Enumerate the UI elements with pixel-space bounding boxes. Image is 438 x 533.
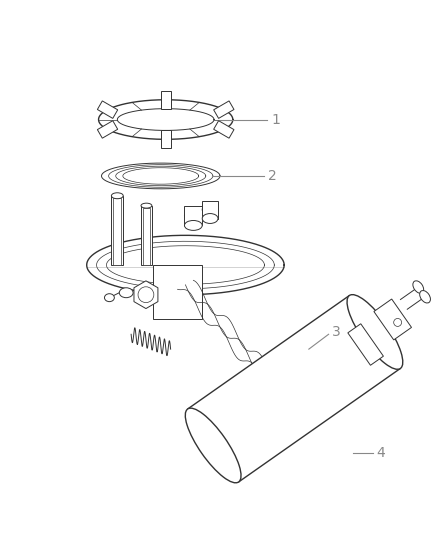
Ellipse shape (184, 221, 202, 230)
Ellipse shape (105, 294, 114, 302)
Ellipse shape (119, 288, 133, 297)
FancyBboxPatch shape (141, 206, 152, 265)
Polygon shape (97, 101, 118, 118)
Ellipse shape (347, 295, 403, 369)
Polygon shape (348, 324, 383, 365)
Ellipse shape (185, 408, 241, 483)
Polygon shape (374, 299, 412, 340)
FancyBboxPatch shape (184, 206, 202, 225)
Text: 4: 4 (376, 446, 385, 460)
Ellipse shape (138, 287, 154, 303)
Ellipse shape (420, 290, 431, 303)
Polygon shape (187, 295, 400, 482)
Text: 1: 1 (271, 112, 280, 126)
FancyBboxPatch shape (113, 198, 121, 265)
Ellipse shape (202, 214, 218, 223)
Ellipse shape (111, 193, 123, 199)
Ellipse shape (394, 319, 402, 326)
Polygon shape (161, 131, 171, 148)
Ellipse shape (413, 281, 424, 293)
FancyBboxPatch shape (202, 201, 218, 219)
Ellipse shape (184, 211, 202, 221)
Text: 2: 2 (268, 169, 277, 183)
FancyBboxPatch shape (153, 265, 202, 319)
Polygon shape (97, 120, 118, 138)
Polygon shape (161, 91, 171, 109)
Polygon shape (214, 101, 234, 118)
Polygon shape (134, 281, 158, 309)
Polygon shape (214, 120, 234, 138)
Text: 3: 3 (332, 325, 340, 340)
FancyBboxPatch shape (111, 196, 123, 265)
Ellipse shape (141, 203, 152, 208)
FancyBboxPatch shape (143, 208, 150, 265)
Ellipse shape (202, 205, 218, 215)
